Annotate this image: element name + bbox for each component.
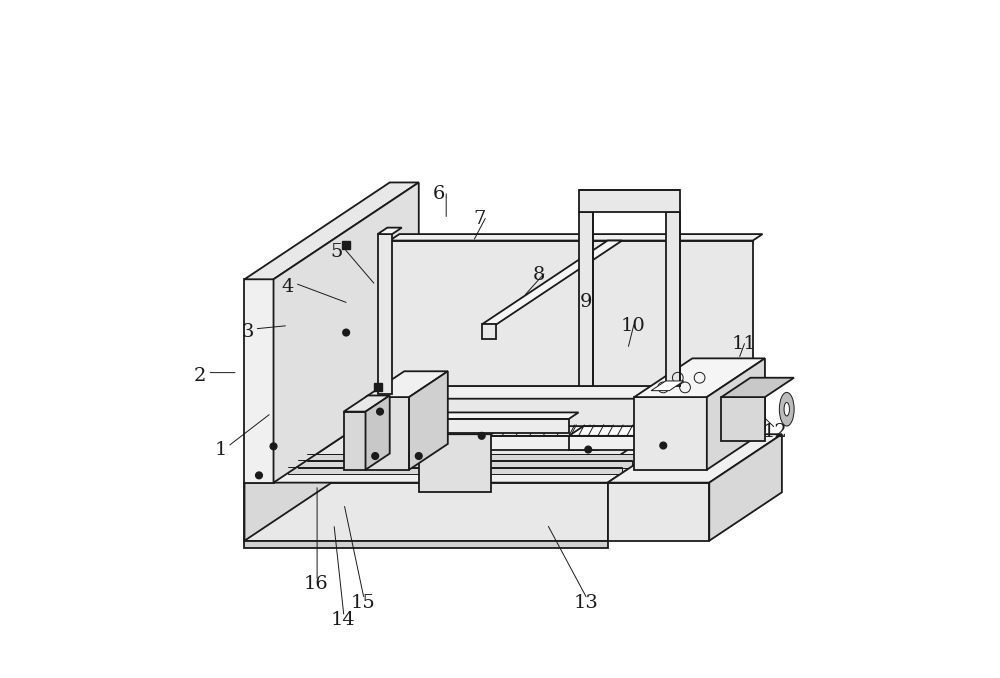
Polygon shape	[390, 241, 753, 386]
Text: 2: 2	[194, 367, 206, 385]
Text: 8: 8	[532, 266, 545, 284]
Circle shape	[343, 330, 350, 336]
Text: 11: 11	[732, 336, 757, 353]
Polygon shape	[409, 372, 448, 470]
Bar	[374, 382, 382, 391]
Circle shape	[478, 433, 485, 439]
Polygon shape	[709, 434, 782, 541]
Text: 7: 7	[473, 210, 485, 228]
Polygon shape	[482, 241, 622, 325]
Polygon shape	[288, 467, 622, 474]
Polygon shape	[666, 212, 680, 386]
Polygon shape	[366, 372, 448, 397]
Polygon shape	[293, 399, 704, 470]
Polygon shape	[634, 359, 765, 397]
Circle shape	[377, 408, 383, 415]
Polygon shape	[419, 434, 491, 492]
Polygon shape	[244, 386, 390, 541]
Text: 1: 1	[214, 441, 227, 459]
Polygon shape	[366, 412, 579, 419]
Circle shape	[270, 443, 277, 450]
Circle shape	[256, 472, 262, 479]
Polygon shape	[651, 381, 684, 391]
Polygon shape	[344, 412, 366, 470]
Circle shape	[415, 453, 422, 460]
Ellipse shape	[779, 393, 794, 426]
Circle shape	[585, 446, 592, 453]
Text: 3: 3	[241, 323, 254, 341]
Polygon shape	[721, 397, 765, 441]
Polygon shape	[579, 212, 593, 386]
Text: 6: 6	[433, 185, 445, 203]
Polygon shape	[244, 541, 608, 548]
Polygon shape	[244, 279, 274, 483]
Text: 10: 10	[621, 317, 646, 334]
Text: 5: 5	[331, 243, 343, 260]
Text: 16: 16	[304, 576, 328, 593]
Polygon shape	[634, 397, 707, 470]
Polygon shape	[366, 419, 569, 433]
Polygon shape	[366, 395, 390, 470]
Polygon shape	[721, 378, 794, 397]
Bar	[342, 241, 350, 250]
Polygon shape	[569, 436, 656, 450]
Polygon shape	[608, 434, 782, 483]
Polygon shape	[274, 182, 419, 483]
Polygon shape	[419, 421, 511, 434]
Circle shape	[660, 442, 667, 449]
Text: 14: 14	[331, 611, 355, 629]
Polygon shape	[366, 436, 598, 450]
Text: 13: 13	[574, 594, 599, 612]
Polygon shape	[378, 234, 392, 394]
Text: 12: 12	[762, 423, 787, 441]
Polygon shape	[244, 182, 419, 279]
Polygon shape	[344, 395, 390, 412]
Polygon shape	[608, 483, 709, 541]
Polygon shape	[366, 426, 612, 436]
Polygon shape	[366, 397, 409, 470]
Ellipse shape	[784, 403, 789, 416]
Circle shape	[372, 453, 379, 460]
Text: 15: 15	[351, 594, 375, 612]
Polygon shape	[307, 454, 641, 461]
Polygon shape	[569, 426, 671, 436]
Polygon shape	[390, 234, 763, 241]
Polygon shape	[482, 325, 496, 339]
Polygon shape	[298, 460, 632, 468]
Text: 9: 9	[579, 293, 592, 311]
Polygon shape	[244, 386, 753, 483]
Polygon shape	[378, 228, 402, 234]
Polygon shape	[244, 483, 608, 541]
Text: 4: 4	[281, 277, 294, 296]
Polygon shape	[707, 359, 765, 470]
Polygon shape	[579, 190, 680, 212]
